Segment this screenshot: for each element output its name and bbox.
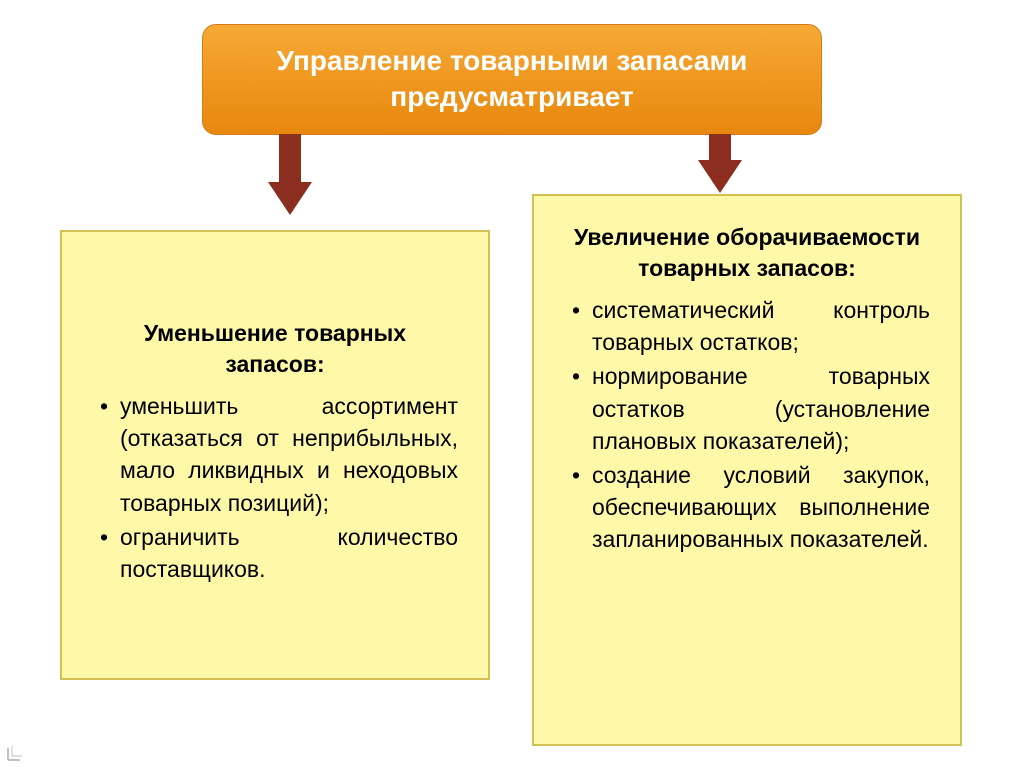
header-title: Управление товарными запасами предусматр… bbox=[277, 45, 748, 112]
box-left: Уменьшение товарных запасов: уменьшить а… bbox=[60, 230, 490, 680]
list-item: ограничить количество поставщиков. bbox=[92, 521, 458, 585]
arrow-right-stem bbox=[709, 134, 731, 160]
box-right-title: Увеличение оборачиваемости товарных запа… bbox=[564, 222, 930, 284]
box-right-list: систематический контроль товарных остатк… bbox=[564, 294, 930, 556]
list-item: уменьшить ассортимент (отказаться от неп… bbox=[92, 390, 458, 519]
arrow-right-head bbox=[698, 160, 742, 193]
list-item: нормирование товарных остатков (установл… bbox=[564, 360, 930, 457]
header-box: Управление товарными запасами предусматр… bbox=[202, 24, 822, 135]
arrow-left-head bbox=[268, 182, 312, 215]
arrow-left-stem bbox=[279, 134, 301, 182]
list-item: создание условий закупок, обеспечивающих… bbox=[564, 459, 930, 556]
box-right: Увеличение оборачиваемости товарных запа… bbox=[532, 194, 962, 746]
box-left-title: Уменьшение товарных запасов: bbox=[92, 318, 458, 380]
box-left-list: уменьшить ассортимент (отказаться от неп… bbox=[92, 390, 458, 585]
list-item: систематический контроль товарных остатк… bbox=[564, 294, 930, 358]
corner-marker-icon bbox=[6, 732, 36, 762]
